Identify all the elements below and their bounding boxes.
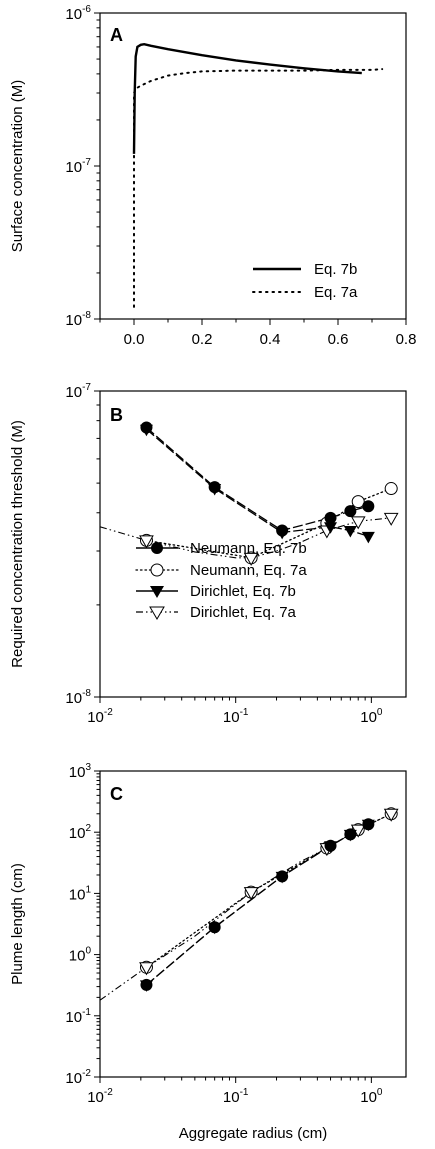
panel-a-y-tick-label: 10-8 (65, 310, 91, 329)
panel-c-series-2-point (361, 819, 375, 832)
legend-marker-dirichlet-7a (149, 606, 165, 620)
panel-b-series-0-point (324, 511, 337, 524)
panel-c-x-tick-label: 10-2 (87, 1087, 113, 1106)
panel-c-x-tick-label: 10-1 (223, 1087, 249, 1106)
panel-a-series-1-line (133, 68, 384, 308)
panel-a-x-tick-label: 0.0 (124, 331, 145, 348)
panel-b-series-0-point (362, 500, 375, 513)
panel-c-series-3-point (383, 808, 399, 822)
panel-c-series-2-point (343, 829, 357, 842)
panel-b: B 10-2 10-1 100 10-8 10-7 Required concentra… (9, 382, 407, 726)
panel-c-series-3-point (243, 887, 259, 901)
panel-c-y-tick-label: 102 (69, 823, 92, 842)
panel-c-y-tick-label: 101 (69, 884, 92, 903)
panel-a-axes: 0.0 0.2 0.4 0.6 0.8 10-8 10-7 10-6 (65, 4, 416, 348)
panel-b-series-0-point (344, 505, 357, 518)
panel-a-x-tick-label: 0.6 (328, 331, 349, 348)
panel-c-series-2-line (146, 823, 369, 986)
panel-b-label: B (110, 405, 123, 425)
panel-a-y-tick-label: 10-6 (65, 4, 91, 23)
panel-b-y-tick-label: 10-8 (65, 688, 91, 707)
panel-c: C 10-2 10-1 100 10-2 10-1 100 101 102 103 Plume … (9, 762, 407, 1142)
panel-c-x-tick-label: 100 (360, 1087, 383, 1106)
panel-a-y-axis-label: Surface concentration (M) (9, 80, 26, 253)
panel-a-x-tick-label: 0.4 (260, 331, 281, 348)
panel-b-series-3-point (243, 552, 259, 566)
panel-c-series-2-point (324, 841, 338, 853)
legend-label-dirichlet-7a: Dirichlet, Eq. 7a (190, 604, 297, 621)
legend-label-eq7b: Eq. 7b (314, 261, 357, 278)
panel-b-x-tick-label: 100 (360, 707, 383, 726)
panel-b-axes: 10-2 10-1 100 10-8 10-7 (65, 382, 383, 726)
panel-b-series-1-point (351, 495, 365, 509)
panel-a-x-tick-label: 0.8 (396, 331, 417, 348)
panel-c-series-2-point (139, 980, 153, 992)
panel-c-y-tick-label: 10-1 (65, 1007, 91, 1026)
panel-c-y-tick-label: 10-2 (65, 1068, 91, 1087)
panel-b-series-1-point (384, 482, 398, 496)
panel-c-label: C (110, 784, 123, 804)
panel-b-series-0-line (146, 427, 369, 532)
panel-b-series-2-point (343, 526, 357, 538)
panel-a-label: A (110, 25, 123, 45)
panel-b-series-3-point (350, 516, 366, 530)
panel-c-y-axis-label: Plume length (cm) (9, 863, 26, 985)
panel-a-plot-frame (99, 12, 407, 320)
legend-marker-neumann-7b (151, 542, 163, 554)
panel-b-dash-dot-curve (100, 517, 392, 559)
panel-b-series-2-point (208, 484, 222, 496)
legend-label-neumann-7b: Neumann, Eq. 7b (190, 540, 307, 557)
legend-marker-dirichlet-7b (150, 586, 164, 598)
panel-c-y-tick-label: 103 (69, 762, 92, 781)
panel-b-y-axis-label: Required concentration threshold (M) (9, 420, 26, 668)
panel-a-series (132, 42, 384, 308)
panel-b-series-2-point (324, 522, 338, 534)
panel-c-axes: 10-2 10-1 100 10-2 10-1 100 101 102 103 (65, 762, 383, 1106)
panel-b-x-tick-label: 10-1 (223, 707, 249, 726)
panel-b-series-2-point (139, 424, 153, 437)
panel-c-dash-dot-curve (100, 813, 392, 1001)
legend-label-neumann-7a: Neumann, Eq. 7a (190, 562, 307, 579)
panel-a-x-tick-label: 0.2 (192, 331, 213, 348)
panel-b-x-tick-label: 10-2 (87, 707, 113, 726)
panel-a: A 0.0 0.2 0.4 0.6 0.8 10-8 10-7 10-6 Surface co… (9, 4, 416, 348)
panel-a-series-clip (132, 42, 384, 308)
panel-c-series-3-point (139, 962, 154, 976)
panel-c-series-2-point (208, 922, 222, 935)
panel-b-series-3-point (383, 512, 399, 526)
panel-c-series (100, 807, 399, 1001)
x-axis-label: Aggregate radius (cm) (179, 1125, 327, 1142)
panel-c-plot-frame (99, 770, 407, 1078)
panel-c-y-tick-label: 100 (69, 946, 92, 965)
panel-b-series-2-point (361, 531, 375, 544)
panel-b-series (100, 421, 399, 566)
panel-b-series-3-point (139, 535, 154, 549)
panel-a-y-tick-label: 10-7 (65, 157, 91, 176)
legend-label-dirichlet-7b: Dirichlet, Eq. 7b (190, 583, 296, 600)
panel-a-legend: Eq. 7b Eq. 7a (252, 261, 358, 301)
panel-c-series-2-point (275, 871, 289, 884)
panel-a-series-0-line (132, 42, 362, 154)
legend-marker-neumann-7a (150, 563, 164, 577)
panel-b-plot-frame (99, 390, 407, 698)
panel-b-legend: Neumann, Eq. 7b Neumann, Eq. 7a Dirichle… (135, 540, 307, 621)
panel-b-y-tick-label: 10-7 (65, 382, 91, 401)
legend-label-eq7a: Eq. 7a (314, 284, 358, 301)
panel-b-series-2-point (275, 527, 289, 540)
